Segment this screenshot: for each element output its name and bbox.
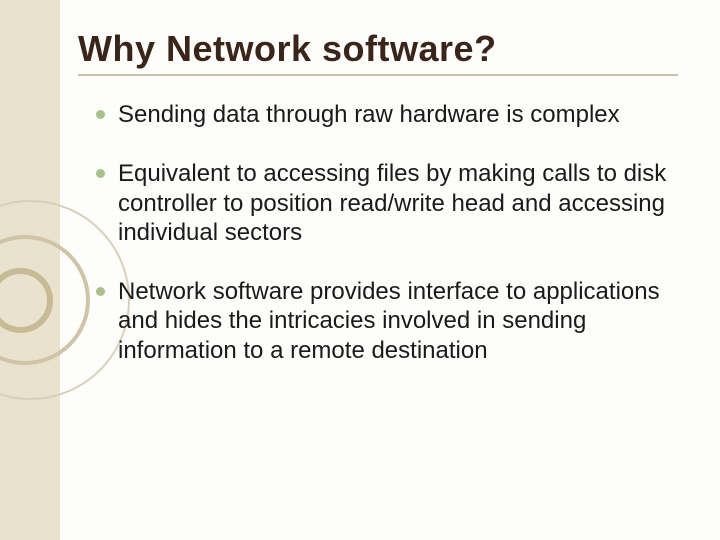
slide-title: Why Network software? [78, 28, 678, 70]
bullet-item: Equivalent to accessing files by making … [96, 159, 678, 247]
bullet-list: Sending data through raw hardware is com… [78, 100, 678, 365]
title-underline [78, 74, 678, 76]
bullet-item: Sending data through raw hardware is com… [96, 100, 678, 129]
bullet-item: Network software provides interface to a… [96, 277, 678, 365]
slide-content: Why Network software? Sending data throu… [78, 28, 678, 395]
